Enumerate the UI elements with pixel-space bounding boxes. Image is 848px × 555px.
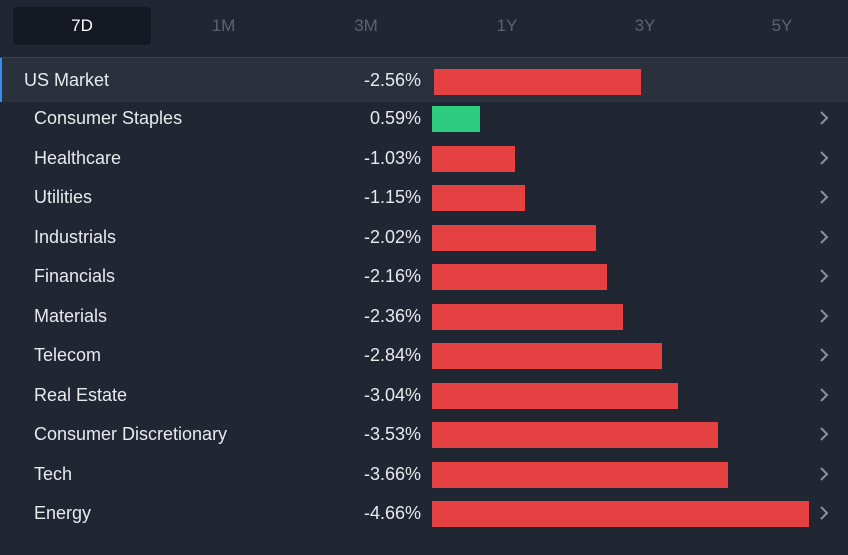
chevron-right-icon[interactable] <box>819 493 829 533</box>
sector-change-value: -2.16% <box>363 265 421 286</box>
sector-label: Utilities <box>34 186 93 207</box>
sector-change-value: -1.03% <box>363 147 421 168</box>
negative-change-bar <box>432 225 596 251</box>
negative-change-bar <box>432 264 607 290</box>
sector-change-value: -2.56% <box>363 69 421 90</box>
tab-1y[interactable]: 1Y <box>496 16 518 35</box>
sector-change-value: -3.04% <box>363 384 421 405</box>
sector-label: Energy <box>34 502 92 523</box>
sector-change-value: -2.84% <box>363 344 421 365</box>
negative-change-bar <box>432 501 810 527</box>
tab-5y[interactable]: 5Y <box>771 16 793 35</box>
chevron-right-icon[interactable] <box>819 414 829 454</box>
sector-label: Consumer Staples <box>34 107 183 128</box>
tab-1m[interactable]: 1M <box>211 16 236 35</box>
tab-3m[interactable]: 3M <box>354 16 378 35</box>
tab-3y[interactable]: 3Y <box>634 16 656 35</box>
chevron-right-icon[interactable] <box>819 98 829 138</box>
sector-change-value: -3.66% <box>363 463 421 484</box>
sector-row-tech[interactable]: Tech -3.66% <box>0 454 848 494</box>
negative-change-bar <box>432 462 729 488</box>
chevron-right-icon[interactable] <box>819 375 829 415</box>
sector-row-telecom[interactable]: Telecom -2.84% <box>0 335 848 375</box>
chevron-right-icon[interactable] <box>819 177 829 217</box>
sector-label: Healthcare <box>34 147 122 168</box>
chevron-right-icon[interactable] <box>819 217 829 257</box>
tabs-divider <box>0 57 848 58</box>
sector-row-utilities[interactable]: Utilities -1.15% <box>0 177 848 217</box>
sector-row-energy[interactable]: Energy -4.66% <box>0 493 848 533</box>
chevron-right-icon[interactable] <box>819 454 829 494</box>
sector-row-materials[interactable]: Materials -2.36% <box>0 296 848 336</box>
negative-change-bar <box>432 185 526 211</box>
negative-change-bar <box>432 343 663 369</box>
negative-change-bar <box>432 146 516 172</box>
sector-change-value: -4.66% <box>363 502 421 523</box>
sector-row-consumer-discretionary[interactable]: Consumer Discretionary -3.53% <box>0 414 848 454</box>
sector-label: US Market <box>24 69 110 90</box>
negative-change-bar <box>432 383 679 409</box>
sector-change-value: -1.15% <box>363 186 421 207</box>
negative-change-bar <box>432 304 624 330</box>
sector-row-industrials[interactable]: Industrials -2.02% <box>0 217 848 257</box>
chevron-right-icon[interactable] <box>819 335 829 375</box>
negative-change-bar <box>432 422 718 448</box>
sector-change-value: -2.36% <box>363 305 421 326</box>
chevron-right-icon[interactable] <box>819 138 829 178</box>
tab-7d[interactable]: 7D <box>13 7 151 45</box>
period-tabs: 7D 1M 3M 1Y 3Y 5Y <box>0 0 848 50</box>
sector-row-financials[interactable]: Financials -2.16% <box>0 256 848 296</box>
sector-row-healthcare[interactable]: Healthcare -1.03% <box>0 138 848 178</box>
chevron-right-icon[interactable] <box>819 296 829 336</box>
chevron-right-icon[interactable] <box>819 256 829 296</box>
sector-label: Real Estate <box>34 384 128 405</box>
sector-label: Telecom <box>34 344 102 365</box>
sector-label: Consumer Discretionary <box>34 423 228 444</box>
market-summary-row[interactable]: US Market -2.56% <box>0 58 848 102</box>
sector-label: Financials <box>34 265 116 286</box>
sector-label: Tech <box>34 463 73 484</box>
positive-change-bar <box>432 106 480 132</box>
sector-label: Industrials <box>34 226 117 247</box>
sector-change-value: 0.59% <box>369 107 421 128</box>
sector-change-value: -3.53% <box>363 423 421 444</box>
sector-row-consumer-staples[interactable]: Consumer Staples 0.59% <box>0 98 848 138</box>
sector-label: Materials <box>34 305 108 326</box>
sector-change-value: -2.02% <box>363 226 421 247</box>
negative-change-bar <box>434 69 642 95</box>
sector-row-real-estate[interactable]: Real Estate -3.04% <box>0 375 848 415</box>
